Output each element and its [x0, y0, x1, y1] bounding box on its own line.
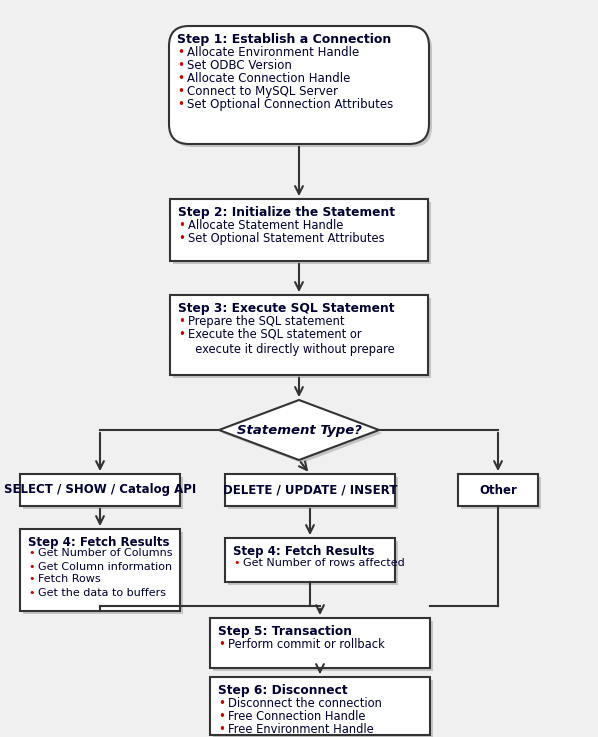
Text: Execute the SQL statement or
  execute it directly without prepare: Execute the SQL statement or execute it … [188, 328, 395, 356]
Text: •: • [233, 557, 240, 567]
Bar [20, 474, 180, 506]
Bar [23, 477, 183, 509]
Bar [228, 477, 398, 509]
Text: Step 2: Initialize the Statement: Step 2: Initialize the Statement [178, 206, 395, 219]
Text: •: • [218, 710, 225, 723]
Bar [20, 529, 180, 611]
Bar [213, 621, 433, 671]
Text: Statement Type?: Statement Type? [237, 424, 361, 436]
Bar [225, 474, 395, 506]
Text: •: • [178, 315, 185, 328]
Text: Fetch Rows: Fetch Rows [38, 575, 100, 584]
Text: •: • [28, 548, 35, 559]
Text: Prepare the SQL statement: Prepare the SQL statement [188, 315, 344, 328]
Text: Other: Other [479, 483, 517, 497]
Text: Disconnect the connection: Disconnect the connection [228, 696, 382, 710]
Text: Set Optional Statement Attributes: Set Optional Statement Attributes [188, 232, 385, 245]
Text: Allocate Statement Handle: Allocate Statement Handle [188, 219, 343, 232]
Bar [461, 477, 541, 509]
Polygon shape [222, 403, 382, 463]
Text: •: • [177, 46, 184, 59]
Text: •: • [218, 638, 225, 651]
Text: •: • [28, 575, 35, 584]
Bar [210, 677, 430, 735]
Text: Get the data to buffers: Get the data to buffers [38, 587, 166, 598]
Text: •: • [218, 723, 225, 736]
Text: Get Number of rows affected: Get Number of rows affected [243, 557, 405, 567]
Text: •: • [178, 219, 185, 232]
Text: DELETE / UPDATE / INSERT: DELETE / UPDATE / INSERT [223, 483, 397, 497]
Text: •: • [177, 72, 184, 85]
Text: •: • [177, 98, 184, 111]
FancyBboxPatch shape [172, 29, 432, 147]
Text: Get Number of Columns: Get Number of Columns [38, 548, 172, 559]
Text: SELECT / SHOW / Catalog API: SELECT / SHOW / Catalog API [4, 483, 196, 497]
Bar [23, 532, 183, 614]
Text: •: • [178, 328, 185, 340]
Text: Free Environment Handle: Free Environment Handle [228, 723, 374, 736]
Text: Step 1: Establish a Connection: Step 1: Establish a Connection [177, 33, 391, 46]
Bar [458, 474, 538, 506]
Text: Free Connection Handle: Free Connection Handle [228, 710, 365, 723]
FancyBboxPatch shape [169, 26, 429, 144]
Bar [170, 199, 428, 261]
Text: •: • [218, 696, 225, 710]
Text: Step 3: Execute SQL Statement: Step 3: Execute SQL Statement [178, 302, 395, 315]
Bar [170, 295, 428, 375]
Text: Step 4: Fetch Results: Step 4: Fetch Results [233, 545, 374, 558]
Text: Set Optional Connection Attributes: Set Optional Connection Attributes [187, 98, 393, 111]
Bar [213, 680, 433, 737]
Polygon shape [219, 400, 379, 460]
Bar [173, 298, 431, 378]
Text: Step 4: Fetch Results: Step 4: Fetch Results [28, 536, 169, 549]
Text: Step 6: Disconnect: Step 6: Disconnect [218, 684, 347, 697]
Bar [173, 202, 431, 264]
Text: Perform commit or rollback: Perform commit or rollback [228, 638, 385, 651]
Text: Set ODBC Version: Set ODBC Version [187, 59, 292, 72]
Text: Step 5: Transaction: Step 5: Transaction [218, 625, 352, 638]
Text: •: • [177, 85, 184, 98]
Text: Allocate Environment Handle: Allocate Environment Handle [187, 46, 359, 59]
Bar [210, 618, 430, 668]
Text: Connect to MySQL Server: Connect to MySQL Server [187, 85, 338, 98]
Text: Get Column information: Get Column information [38, 562, 172, 571]
Bar [225, 538, 395, 582]
Text: •: • [28, 587, 35, 598]
Text: •: • [178, 232, 185, 245]
Bar [228, 541, 398, 585]
Text: •: • [177, 59, 184, 72]
Text: •: • [28, 562, 35, 571]
Text: Allocate Connection Handle: Allocate Connection Handle [187, 72, 350, 85]
